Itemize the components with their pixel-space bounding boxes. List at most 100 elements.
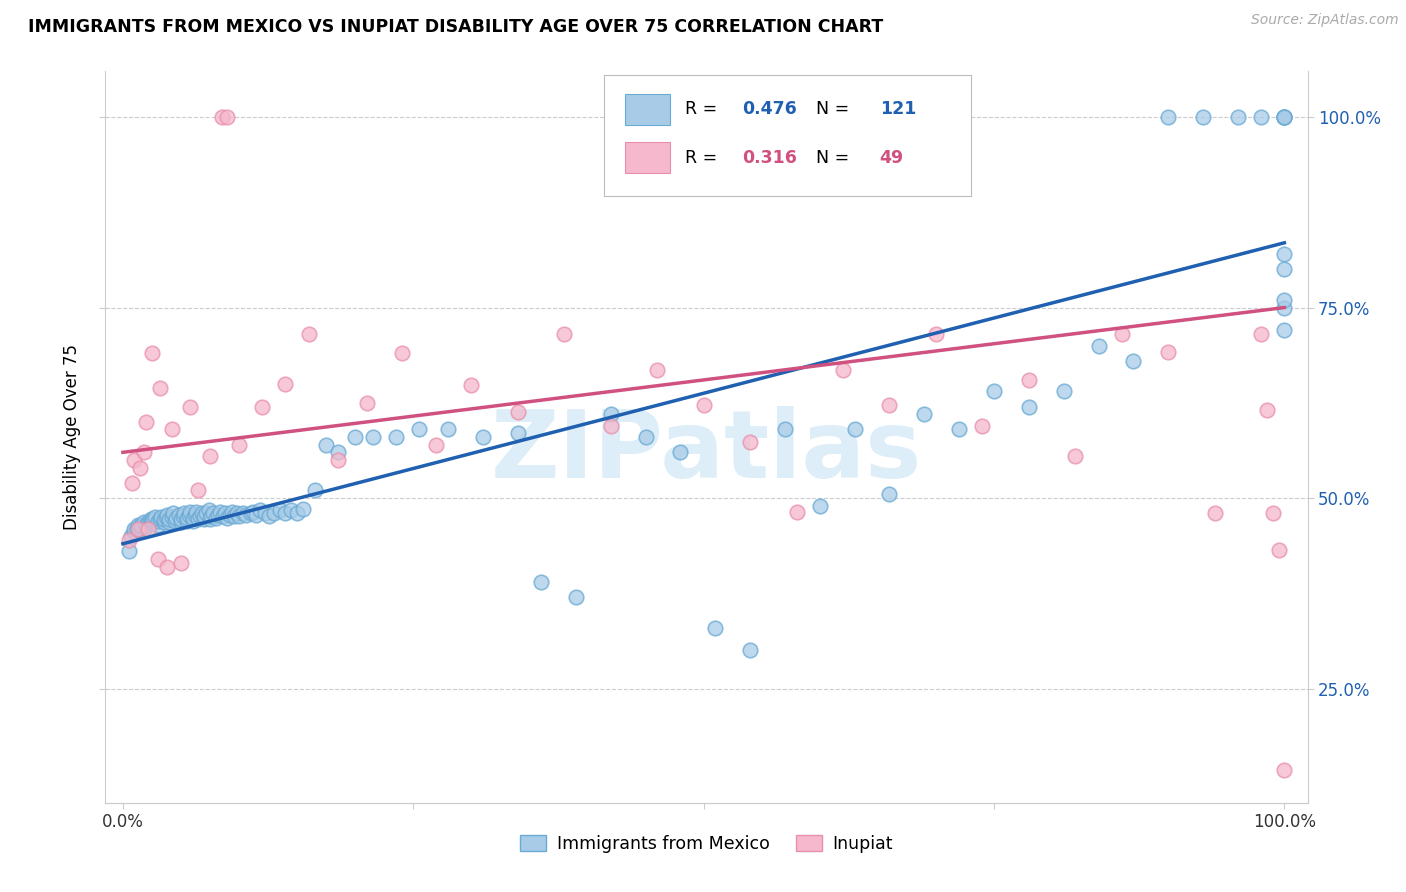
Point (120, 529, 142, 543)
Point (291, 501, 314, 516)
Point (879, 487, 901, 501)
Point (176, 511, 198, 525)
Point (1272, 323, 1295, 337)
Point (141, 346, 163, 360)
Text: N =: N = (806, 149, 855, 167)
Point (263, 506, 285, 520)
Point (170, 516, 193, 530)
Point (285, 506, 308, 520)
Point (184, 505, 207, 519)
Point (634, 430, 657, 444)
Point (217, 511, 239, 525)
Point (138, 521, 160, 535)
Point (184, 508, 207, 522)
Point (145, 510, 167, 524)
Point (124, 525, 146, 540)
Point (972, 418, 994, 433)
Point (156, 559, 179, 574)
Point (157, 516, 180, 530)
Point (132, 516, 155, 530)
Point (142, 511, 165, 525)
Point (1064, 449, 1087, 463)
Point (124, 521, 146, 535)
Point (1267, 542, 1289, 557)
Point (269, 503, 291, 517)
Point (460, 378, 482, 392)
Point (170, 556, 193, 570)
Text: 49: 49 (880, 149, 904, 167)
Point (669, 445, 692, 459)
Point (127, 517, 149, 532)
Point (1272, 110, 1295, 124)
Point (1018, 373, 1040, 387)
Point (274, 376, 297, 391)
Point (1272, 110, 1295, 124)
Point (391, 346, 413, 360)
Point (125, 521, 148, 535)
Point (1018, 400, 1040, 414)
Point (187, 483, 209, 498)
Point (152, 512, 174, 526)
Point (1053, 384, 1076, 399)
Point (152, 516, 174, 530)
Point (149, 512, 172, 526)
Point (160, 510, 183, 524)
Point (252, 400, 274, 414)
Point (204, 511, 226, 525)
Point (773, 422, 796, 436)
Point (1272, 110, 1295, 124)
Point (200, 509, 222, 524)
Point (202, 506, 225, 520)
Point (315, 438, 337, 452)
Text: IMMIGRANTS FROM MEXICO VS INUPIAT DISABILITY AGE OVER 75 CORRELATION CHART: IMMIGRANTS FROM MEXICO VS INUPIAT DISABI… (28, 18, 883, 36)
Bar (624, 94, 671, 125)
Text: Source: ZipAtlas.com: Source: ZipAtlas.com (1251, 13, 1399, 28)
Bar (624, 143, 671, 173)
Point (165, 514, 187, 528)
Point (129, 460, 152, 475)
Point (224, 509, 246, 524)
Point (983, 384, 1005, 399)
Point (1256, 403, 1278, 417)
Point (167, 508, 190, 522)
Legend: Immigrants from Mexico, Inupiat: Immigrants from Mexico, Inupiat (513, 828, 900, 860)
Point (425, 438, 447, 452)
Point (298, 327, 321, 342)
Point (1272, 301, 1295, 315)
Point (1272, 763, 1295, 777)
Point (274, 506, 297, 520)
Point (1272, 247, 1295, 261)
Point (170, 512, 193, 526)
Point (506, 426, 529, 441)
Point (925, 327, 948, 342)
Point (193, 509, 215, 524)
Point (437, 422, 460, 436)
Text: ZIPatlas: ZIPatlas (491, 406, 922, 498)
Point (253, 506, 276, 520)
Text: R =: R = (685, 101, 723, 119)
Point (146, 552, 169, 566)
Y-axis label: Disability Age Over 75: Disability Age Over 75 (63, 344, 82, 530)
Point (231, 506, 253, 520)
Point (150, 510, 173, 524)
Point (149, 380, 172, 394)
Point (156, 508, 179, 522)
Point (408, 422, 430, 436)
Point (157, 512, 180, 526)
Point (228, 438, 250, 452)
Point (1226, 110, 1249, 124)
Point (129, 519, 152, 533)
Point (162, 506, 184, 520)
Point (948, 422, 970, 436)
Point (844, 422, 866, 436)
Point (198, 512, 221, 526)
Point (1250, 327, 1272, 342)
Point (193, 512, 215, 526)
Point (1272, 293, 1295, 307)
Point (786, 505, 808, 519)
Point (245, 508, 267, 522)
Point (506, 405, 529, 419)
Point (217, 110, 239, 124)
Point (1157, 344, 1180, 359)
Point (1192, 110, 1215, 124)
